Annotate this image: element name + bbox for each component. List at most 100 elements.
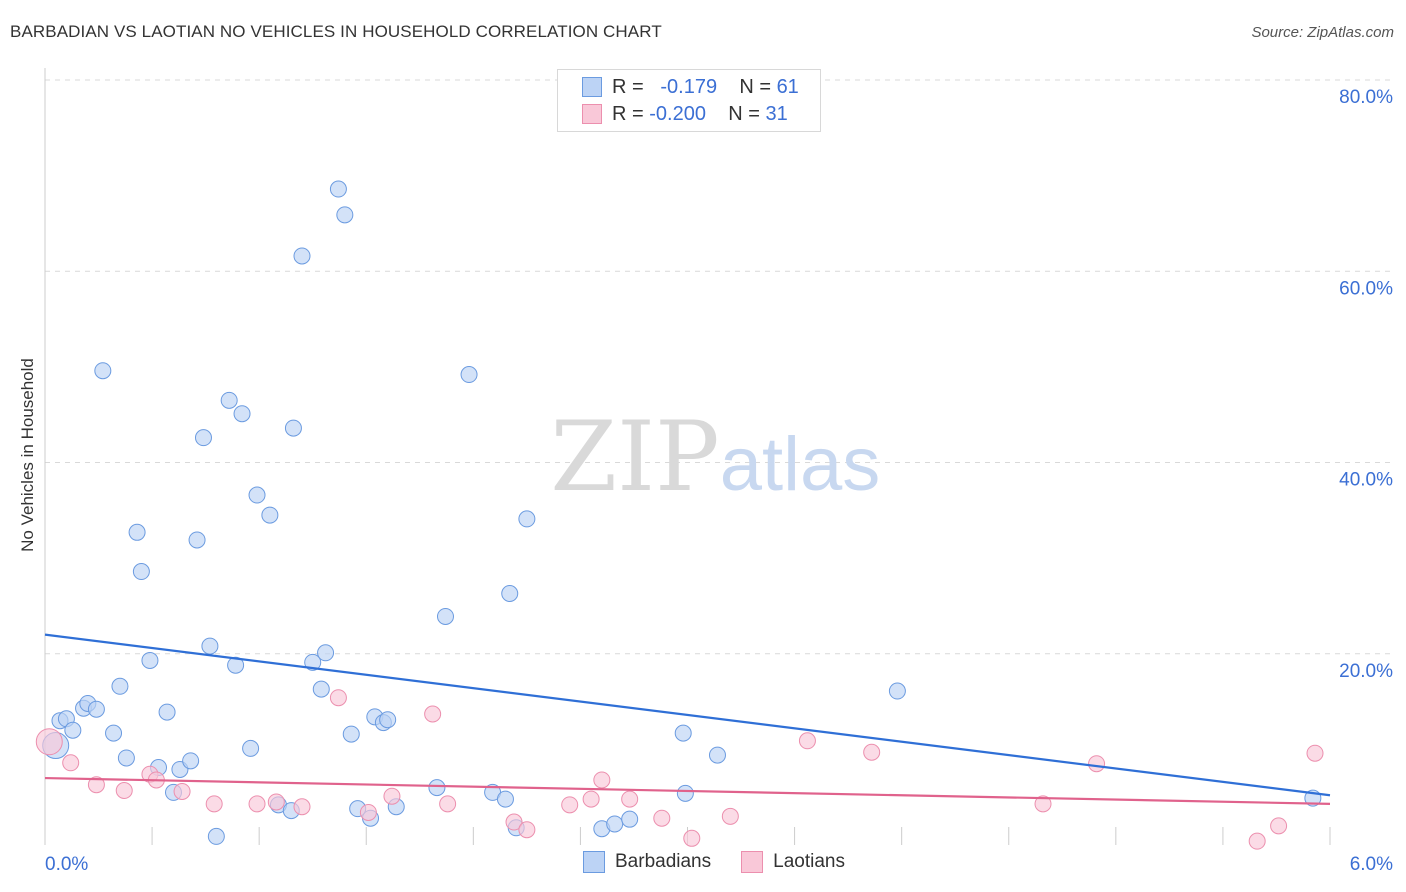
laotian-point bbox=[62, 754, 80, 772]
barbadian-point bbox=[117, 749, 135, 767]
laotian-point bbox=[798, 732, 816, 750]
barbadian-point bbox=[342, 725, 360, 743]
axes bbox=[44, 68, 1331, 845]
laotian-point bbox=[439, 795, 457, 813]
barbadian-point bbox=[293, 247, 311, 265]
barbadian-point bbox=[105, 724, 123, 742]
barbadian-point bbox=[304, 653, 322, 671]
laotians-trend-line bbox=[44, 776, 1331, 805]
laotian-point bbox=[87, 776, 105, 794]
laotians-swatch bbox=[582, 104, 602, 124]
barbadian-point bbox=[518, 510, 536, 528]
y-tick-label: 20.0% bbox=[1339, 661, 1393, 682]
chart-title: BARBADIAN VS LAOTIAN NO VEHICLES IN HOUS… bbox=[10, 22, 662, 41]
laotian-point bbox=[621, 790, 639, 808]
y-tick-label: 60.0% bbox=[1339, 278, 1393, 299]
barbadian-point bbox=[436, 607, 454, 625]
barbadian-point bbox=[132, 563, 150, 581]
r-label: R = bbox=[612, 75, 644, 98]
r-label: R = bbox=[612, 102, 644, 125]
barbadian-point bbox=[64, 721, 82, 739]
laotian-point bbox=[1306, 744, 1324, 762]
barbadian-point bbox=[188, 531, 206, 549]
laotian-point bbox=[35, 728, 63, 756]
barbadian-point bbox=[284, 419, 302, 437]
barbadian-point bbox=[428, 779, 446, 797]
x-tick-label: 6.0% bbox=[1350, 854, 1393, 875]
laotian-point bbox=[863, 743, 881, 761]
laotian-point bbox=[505, 813, 523, 831]
laotian-point bbox=[383, 787, 401, 805]
laotian-point bbox=[1088, 755, 1106, 773]
laotian-point bbox=[205, 795, 223, 813]
laotian-point bbox=[115, 781, 133, 799]
x-tick-label: 0.0% bbox=[45, 854, 88, 875]
data-points bbox=[35, 180, 1324, 850]
series-legend: Barbadians Laotians bbox=[583, 851, 875, 873]
barbadian-point bbox=[317, 644, 335, 662]
laotian-point bbox=[593, 771, 611, 789]
barbadian-point bbox=[312, 680, 330, 698]
barbadian-point bbox=[501, 585, 519, 603]
trend-lines bbox=[44, 633, 1331, 805]
barbadian-point bbox=[207, 827, 225, 845]
barbadians-swatch bbox=[582, 77, 602, 97]
laotian-point bbox=[359, 803, 377, 821]
barbadian-point bbox=[111, 677, 129, 695]
laotian-point bbox=[518, 821, 536, 839]
barbadian-point bbox=[888, 682, 906, 700]
n-value: 61 bbox=[776, 75, 799, 98]
tick-labels: 20.0% 40.0% 60.0% 80.0% 0.0% 6.0% bbox=[45, 87, 1393, 875]
y-axis-label: No Vehicles in Household bbox=[18, 358, 37, 552]
barbadian-point bbox=[336, 206, 354, 224]
watermark-zip: ZIP bbox=[550, 401, 719, 513]
barbadians-swatch bbox=[583, 851, 605, 873]
barbadian-point bbox=[87, 700, 105, 718]
barbadian-point bbox=[194, 429, 212, 447]
laotian-point bbox=[248, 795, 266, 813]
y-tick-label: 80.0% bbox=[1339, 87, 1393, 108]
barbadian-point bbox=[128, 523, 146, 541]
barbadian-point bbox=[182, 752, 200, 770]
source-label: Source: ZipAtlas.com bbox=[1251, 24, 1394, 41]
legend-item-laotians: Laotians bbox=[741, 851, 845, 873]
n-label: N = bbox=[728, 102, 760, 125]
legend-item-barbadians: Barbadians bbox=[583, 851, 711, 873]
n-label: N = bbox=[739, 75, 771, 98]
correlation-legend: R = -0.179 N = 61 R = -0.200 N = 31 bbox=[557, 69, 821, 132]
legend-row-laotians: R = -0.200 N = 31 bbox=[582, 103, 788, 125]
barbadian-point bbox=[233, 405, 251, 423]
barbadian-point bbox=[248, 486, 266, 504]
laotian-point bbox=[1248, 832, 1266, 850]
barbadian-point bbox=[460, 366, 478, 384]
barbadians-trend-line bbox=[44, 633, 1331, 797]
barbadian-point bbox=[94, 362, 112, 380]
barbadian-point bbox=[201, 637, 219, 655]
laotians-swatch bbox=[741, 851, 764, 873]
barbadian-point bbox=[676, 784, 694, 802]
laotian-point bbox=[329, 689, 347, 707]
laotian-point bbox=[1270, 817, 1288, 835]
barbadian-point bbox=[158, 703, 176, 721]
watermark: ZIP atlas bbox=[550, 401, 880, 513]
laotian-point bbox=[424, 705, 442, 723]
barbadian-point bbox=[606, 815, 624, 833]
grid-lines bbox=[45, 79, 1395, 655]
laotian-point bbox=[683, 829, 701, 847]
legend-row-barbadians: R = -0.179 N = 61 bbox=[582, 76, 799, 98]
laotian-point bbox=[653, 809, 671, 827]
watermark-atlas: atlas bbox=[720, 422, 881, 507]
laotian-point bbox=[561, 796, 579, 814]
r-value: -0.200 bbox=[649, 102, 706, 125]
legend-label-laotians: Laotians bbox=[773, 851, 845, 872]
barbadian-point bbox=[496, 790, 514, 808]
laotian-point bbox=[173, 782, 191, 800]
barbadian-point bbox=[242, 739, 260, 757]
barbadian-point bbox=[227, 656, 245, 674]
barbadian-point bbox=[329, 180, 347, 198]
barbadian-point bbox=[621, 810, 639, 828]
laotian-point bbox=[582, 790, 600, 808]
legend-label-barbadians: Barbadians bbox=[615, 851, 712, 872]
barbadian-point bbox=[220, 391, 238, 409]
